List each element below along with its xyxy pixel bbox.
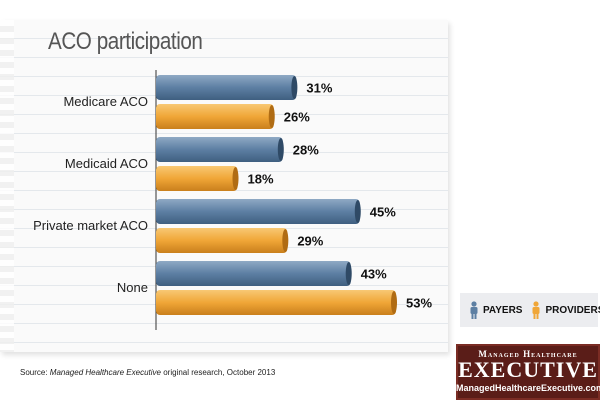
chart-title: ACO participation xyxy=(48,28,203,55)
value-label-payers-medicare-aco: 31% xyxy=(306,81,332,96)
legend-label-providers: PROVIDERS xyxy=(545,304,600,316)
bar-providers-private-market-aco xyxy=(156,228,288,253)
bar-end-cap-providers-private-market-aco xyxy=(282,229,289,252)
bar-payers-private-market-aco xyxy=(156,199,360,224)
legend-item-payers: PAYERS xyxy=(468,301,522,319)
source-publication: Managed Healthcare Executive xyxy=(49,368,161,377)
bar-providers-none xyxy=(156,290,396,315)
logo-line-1: Managed Healthcare xyxy=(478,349,578,359)
person-icon-payers xyxy=(470,301,478,319)
person-icon-providers xyxy=(532,301,540,319)
bar-end-cap-payers-medicare-aco xyxy=(291,76,298,99)
value-label-providers-medicaid-aco: 18% xyxy=(248,172,274,187)
source-note: Source: Managed Healthcare Executive ori… xyxy=(20,368,275,377)
legend-item-providers: PROVIDERS xyxy=(530,301,600,319)
source-prefix: Source: xyxy=(20,368,50,377)
value-label-payers-private-market-aco: 45% xyxy=(370,205,396,220)
torn-edge-decoration xyxy=(0,20,14,352)
bar-end-cap-providers-none xyxy=(391,291,397,314)
logo-line-3: ManagedHealthcareExecutive.com xyxy=(456,383,600,393)
value-label-providers-private-market-aco: 29% xyxy=(297,234,323,249)
bar-payers-medicaid-aco xyxy=(156,137,283,162)
legend-label-payers: PAYERS xyxy=(483,304,523,316)
bar-end-cap-providers-medicaid-aco xyxy=(232,167,239,190)
legend: PAYERS PROVIDERS xyxy=(460,293,600,327)
bar-end-cap-payers-private-market-aco xyxy=(354,200,361,223)
bar-payers-medicare-aco xyxy=(156,75,297,100)
bar-payers-none xyxy=(156,261,351,286)
value-label-payers-medicaid-aco: 28% xyxy=(293,143,319,158)
bar-providers-medicare-aco xyxy=(156,104,274,129)
value-label-payers-none: 43% xyxy=(361,267,387,282)
bar-end-cap-providers-medicare-aco xyxy=(268,105,275,128)
category-label-none: None xyxy=(117,280,148,295)
value-label-providers-medicare-aco: 26% xyxy=(284,110,310,125)
category-label-private-market-aco: Private market ACO xyxy=(33,218,148,233)
bar-end-cap-payers-none xyxy=(345,262,352,285)
value-label-providers-none: 53% xyxy=(406,296,432,311)
bar-end-cap-payers-medicaid-aco xyxy=(277,138,284,161)
category-label-medicare-aco: Medicare ACO xyxy=(63,94,148,109)
source-suffix: original research, October 2013 xyxy=(160,368,276,377)
bar-providers-medicaid-aco xyxy=(156,166,238,191)
category-label-medicaid-aco: Medicaid ACO xyxy=(65,156,148,171)
logo-line-2: EXECUTIVE xyxy=(458,357,598,382)
publication-logo: Managed Healthcare EXECUTIVE ManagedHeal… xyxy=(456,344,600,400)
